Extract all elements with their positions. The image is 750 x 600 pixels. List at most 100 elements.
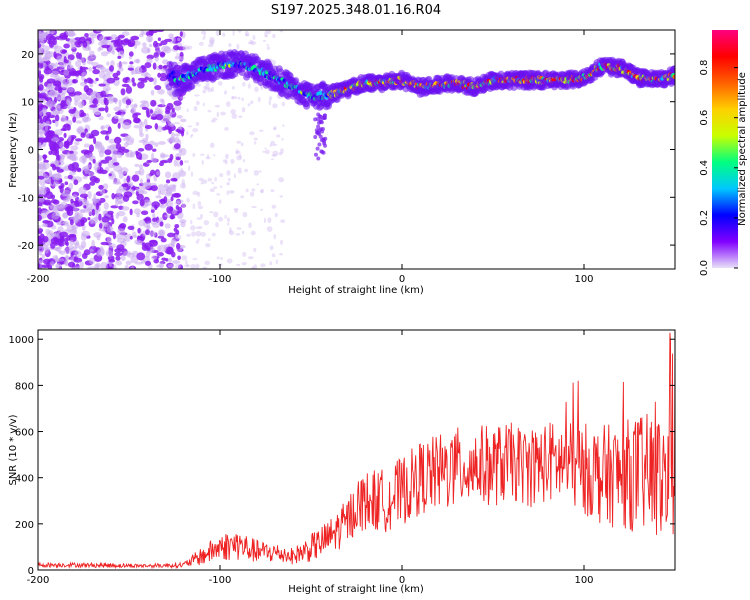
noise-blob — [100, 262, 108, 269]
noise-blob — [99, 188, 105, 195]
noise-blob — [120, 113, 125, 118]
noise-blob — [165, 187, 173, 195]
noise-blob — [179, 96, 186, 99]
noise-blob — [219, 185, 223, 188]
noise-blob — [200, 214, 203, 219]
snr-ticks: -200 -100 0 100 1000 800 600 400 200 0 — [9, 330, 675, 586]
noise-blob — [135, 58, 141, 64]
noise-blob — [71, 246, 78, 251]
noise-blob — [216, 111, 220, 118]
noise-blob — [136, 152, 143, 160]
noise-blob — [125, 238, 131, 242]
noise-blob — [248, 222, 252, 229]
noise-blob — [234, 150, 241, 154]
ridge-halo — [171, 61, 178, 69]
noise-blob — [104, 156, 113, 161]
noise-blob — [244, 33, 250, 37]
noise-blob — [50, 163, 56, 168]
noise-blob — [249, 191, 255, 197]
noise-blob — [112, 264, 117, 269]
snr-frame — [37, 329, 676, 571]
noise-blob — [159, 98, 164, 103]
y-tick-label: 800 — [15, 381, 34, 392]
noise-blob — [168, 206, 174, 212]
noise-blob — [74, 39, 83, 48]
noise-blob — [196, 83, 202, 87]
noise-blob — [237, 167, 242, 171]
noise-blob — [72, 116, 77, 123]
noise-blob — [92, 158, 96, 164]
noise-blob — [137, 227, 141, 234]
noise-blob — [62, 189, 71, 197]
noise-blob — [280, 219, 286, 224]
noise-blob — [220, 256, 223, 261]
noise-blob — [237, 96, 241, 100]
noise-blob — [74, 141, 80, 146]
spectrogram-x-axis-label: Height of straight line (km) — [288, 285, 424, 296]
noise-blob — [157, 72, 161, 78]
x-tick-label: -200 — [27, 274, 50, 285]
noise-blob — [211, 232, 216, 237]
noise-blob — [54, 159, 60, 166]
dip-blob — [317, 142, 322, 147]
noise-blob — [78, 186, 87, 195]
noise-blob — [59, 231, 69, 238]
noise-blob — [173, 100, 182, 106]
noise-blob — [44, 247, 49, 254]
noise-blob — [106, 77, 116, 84]
noise-blob — [142, 199, 152, 207]
noise-blob — [106, 113, 111, 118]
noise-blob — [129, 208, 133, 216]
noise-blob — [256, 183, 260, 186]
dip-blob — [316, 156, 321, 161]
noise-blob — [80, 132, 86, 138]
noise-blob — [41, 143, 46, 148]
noise-blob — [253, 247, 257, 253]
noise-blob — [227, 217, 230, 223]
noise-blob — [38, 186, 43, 191]
noise-blob — [80, 112, 87, 117]
noise-blob — [73, 70, 81, 74]
noise-blob — [240, 142, 244, 147]
noise-blob — [111, 192, 116, 200]
noise-blob — [79, 81, 88, 87]
colorbar-tick-label: 0.6 — [699, 110, 710, 126]
noise-blob — [251, 188, 256, 192]
noise-blob — [263, 218, 267, 224]
noise-blob — [259, 190, 264, 193]
noise-blob — [80, 74, 85, 81]
dip-blob — [313, 134, 318, 139]
noise-blob — [106, 225, 114, 233]
noise-blob — [48, 150, 53, 155]
noise-blob — [271, 253, 276, 258]
noise-blob — [205, 82, 210, 86]
noise-blob — [61, 49, 67, 53]
noise-blob — [214, 176, 217, 182]
noise-blob — [57, 137, 65, 142]
noise-blob — [38, 214, 43, 222]
noise-blob — [167, 184, 176, 190]
noise-blob — [166, 232, 176, 238]
noise-blob — [146, 108, 150, 116]
noise-blob — [63, 43, 70, 49]
noise-blob — [104, 149, 112, 156]
noise-blob — [38, 97, 43, 105]
noise-blob — [280, 148, 284, 154]
noise-blob — [117, 34, 125, 39]
noise-blob — [54, 129, 63, 136]
noise-blob — [170, 196, 174, 202]
noise-blob — [273, 126, 277, 131]
noise-blob — [164, 214, 172, 218]
noise-blob — [281, 101, 286, 107]
noise-blob — [158, 64, 163, 70]
noise-blob — [68, 261, 76, 268]
noise-blob — [114, 39, 124, 46]
noise-blob — [260, 263, 266, 268]
noise-blob — [279, 252, 283, 256]
noise-blob — [76, 127, 85, 133]
noise-blob — [280, 239, 284, 245]
noise-blob — [138, 168, 145, 176]
noise-blob — [157, 184, 165, 190]
noise-blob — [88, 135, 95, 139]
noise-blob — [213, 211, 219, 218]
